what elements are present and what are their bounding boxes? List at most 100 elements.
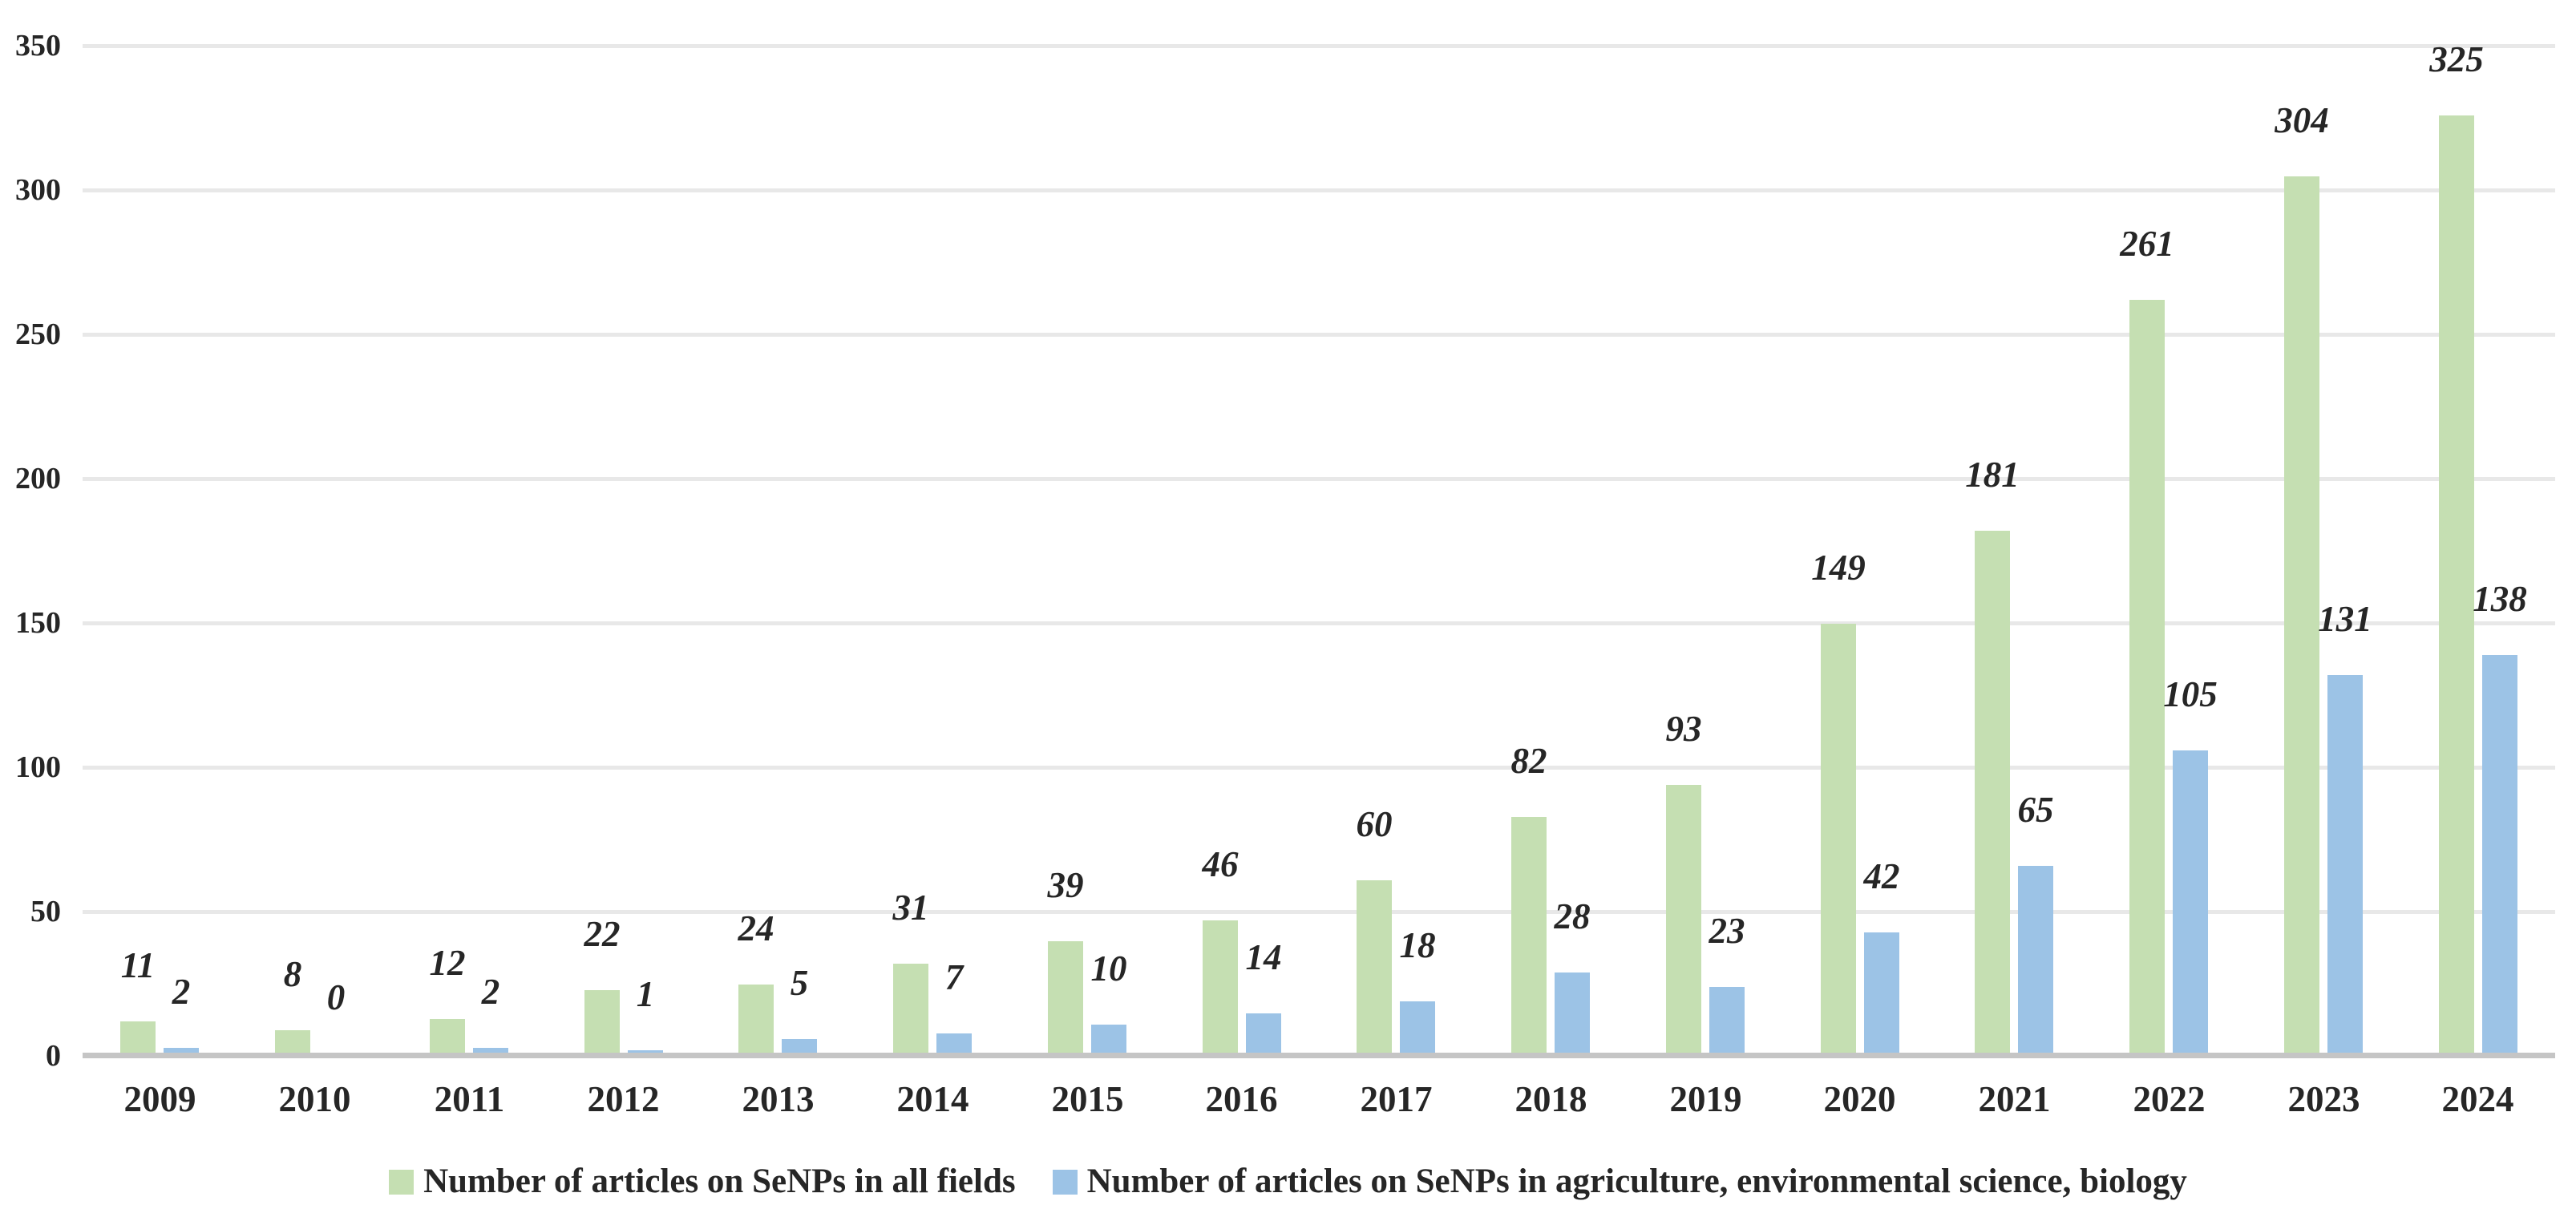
y-axis-tick-label-0: 0 — [46, 1039, 61, 1073]
bar-agri-env-bio-2019 — [1709, 987, 1745, 1053]
bar-all-fields-2020 — [1821, 624, 1856, 1053]
y-axis-tick-label-150: 150 — [15, 606, 61, 640]
legend-swatch-agriculture — [1052, 1169, 1078, 1195]
bar-all-fields-2014 — [893, 964, 928, 1053]
value-label-agri-env-bio-2014: 7 — [944, 957, 964, 997]
x-axis-tick-label-2019: 2019 — [1669, 1079, 1742, 1119]
x-axis-tick-label-2015: 2015 — [1051, 1079, 1124, 1119]
bar-agri-env-bio-2014 — [936, 1033, 972, 1053]
value-label-agri-env-bio-2015: 10 — [1090, 948, 1127, 989]
value-label-agri-env-bio-2024: 138 — [2473, 579, 2527, 619]
bar-all-fields-2021 — [1975, 531, 2010, 1053]
bar-all-fields-2012 — [584, 990, 620, 1053]
value-label-all-fields-2017: 60 — [1356, 804, 1393, 844]
value-label-agri-env-bio-2010: 0 — [326, 977, 346, 1017]
x-axis-tick-label-2009: 2009 — [123, 1079, 196, 1119]
y-axis-tick-label-200: 200 — [15, 462, 61, 495]
bar-all-fields-2011 — [430, 1019, 465, 1053]
value-label-all-fields-2013: 24 — [738, 908, 774, 948]
bar-agri-env-bio-2020 — [1864, 932, 1899, 1053]
x-axis-tick-label-2018: 2018 — [1514, 1079, 1587, 1119]
value-label-all-fields-2023: 304 — [2275, 100, 2329, 140]
x-axis-tick-label-2012: 2012 — [587, 1079, 660, 1119]
bar-all-fields-2024 — [2439, 115, 2474, 1053]
value-label-agri-env-bio-2009: 2 — [172, 972, 191, 1012]
x-axis-tick-label-2023: 2023 — [2287, 1079, 2360, 1119]
y-axis-tick-label-350: 350 — [15, 29, 61, 63]
gridline-150 — [83, 621, 2555, 625]
value-label-agri-env-bio-2023: 131 — [2318, 599, 2372, 639]
value-label-agri-env-bio-2016: 14 — [1245, 937, 1282, 977]
x-axis-tick-label-2016: 2016 — [1205, 1079, 1278, 1119]
x-axis-tick-label-2014: 2014 — [896, 1079, 969, 1119]
legend-label-agriculture: Number of articles on SeNPs in agricultu… — [1086, 1163, 2187, 1200]
bar-agri-env-bio-2017 — [1400, 1001, 1435, 1053]
x-axis-tick-label-2017: 2017 — [1360, 1079, 1433, 1119]
value-label-all-fields-2019: 93 — [1665, 709, 1702, 749]
bar-all-fields-2010 — [275, 1030, 310, 1053]
value-label-all-fields-2022: 261 — [2120, 224, 2174, 264]
x-axis-tick-label-2021: 2021 — [1978, 1079, 2051, 1119]
y-axis-tick-label-100: 100 — [15, 750, 61, 784]
bar-all-fields-2009 — [120, 1021, 156, 1053]
value-label-all-fields-2010: 8 — [283, 954, 302, 994]
bar-agri-env-bio-2018 — [1555, 972, 1590, 1053]
value-label-agri-env-bio-2012: 1 — [636, 974, 655, 1014]
value-label-agri-env-bio-2020: 42 — [1863, 856, 1900, 896]
value-label-agri-env-bio-2013: 5 — [790, 963, 809, 1003]
gridline-50 — [83, 910, 2555, 914]
bar-all-fields-2019 — [1666, 785, 1701, 1053]
value-label-all-fields-2016: 46 — [1202, 844, 1239, 884]
y-axis-tick-label-50: 50 — [30, 895, 61, 928]
gridline-100 — [83, 766, 2555, 770]
bar-agri-env-bio-2024 — [2482, 655, 2517, 1053]
legend-swatch-all-fields — [389, 1169, 415, 1195]
bar-agri-env-bio-2022 — [2173, 750, 2208, 1053]
value-label-all-fields-2020: 149 — [1811, 548, 1866, 588]
gridline-250 — [83, 333, 2555, 337]
bar-agri-env-bio-2011 — [473, 1048, 508, 1053]
bar-agri-env-bio-2015 — [1091, 1025, 1126, 1053]
bar-all-fields-2017 — [1357, 880, 1392, 1053]
value-label-agri-env-bio-2017: 18 — [1399, 925, 1436, 965]
x-axis-tick-label-2024: 2024 — [2441, 1079, 2514, 1119]
chart-legend: Number of articles on SeNPs in all field… — [0, 1158, 2576, 1205]
gridline-300 — [83, 188, 2555, 192]
gridline-350 — [83, 44, 2555, 48]
bar-agri-env-bio-2009 — [164, 1048, 199, 1053]
x-axis-tick-label-2013: 2013 — [742, 1079, 815, 1119]
gridline-200 — [83, 477, 2555, 481]
x-axis-tick-label-2020: 2020 — [1823, 1079, 1896, 1119]
y-axis-tick-label-250: 250 — [15, 317, 61, 351]
bar-all-fields-2023 — [2284, 176, 2319, 1053]
bar-all-fields-2015 — [1048, 941, 1083, 1053]
bar-all-fields-2016 — [1203, 920, 1238, 1053]
value-label-all-fields-2021: 181 — [1965, 455, 2020, 495]
value-label-agri-env-bio-2022: 105 — [2163, 674, 2218, 714]
value-label-all-fields-2014: 31 — [892, 888, 929, 928]
legend-label-all-fields: Number of articles on SeNPs in all field… — [423, 1163, 1016, 1200]
value-label-agri-env-bio-2021: 65 — [2017, 790, 2054, 830]
bar-agri-env-bio-2023 — [2327, 675, 2363, 1053]
x-axis-tick-label-2010: 2010 — [278, 1079, 351, 1119]
bar-all-fields-2022 — [2129, 300, 2165, 1053]
bar-agri-env-bio-2012 — [628, 1050, 663, 1053]
value-label-all-fields-2009: 11 — [120, 945, 156, 985]
bar-agri-env-bio-2013 — [782, 1039, 817, 1053]
x-axis-tick-label-2022: 2022 — [2133, 1079, 2206, 1119]
bar-all-fields-2018 — [1511, 817, 1547, 1053]
y-axis-tick-label-300: 300 — [15, 173, 61, 207]
value-label-all-fields-2015: 39 — [1047, 865, 1084, 905]
x-axis-line — [83, 1053, 2555, 1058]
value-label-all-fields-2012: 22 — [584, 914, 621, 954]
value-label-all-fields-2018: 82 — [1510, 741, 1547, 781]
bar-all-fields-2013 — [738, 985, 774, 1053]
value-label-agri-env-bio-2019: 23 — [1709, 911, 1745, 951]
bar-agri-env-bio-2016 — [1246, 1013, 1281, 1053]
value-label-agri-env-bio-2011: 2 — [481, 972, 500, 1012]
value-label-agri-env-bio-2018: 28 — [1554, 896, 1591, 936]
value-label-all-fields-2011: 12 — [429, 943, 466, 983]
x-axis-tick-label-2011: 2011 — [434, 1079, 505, 1119]
